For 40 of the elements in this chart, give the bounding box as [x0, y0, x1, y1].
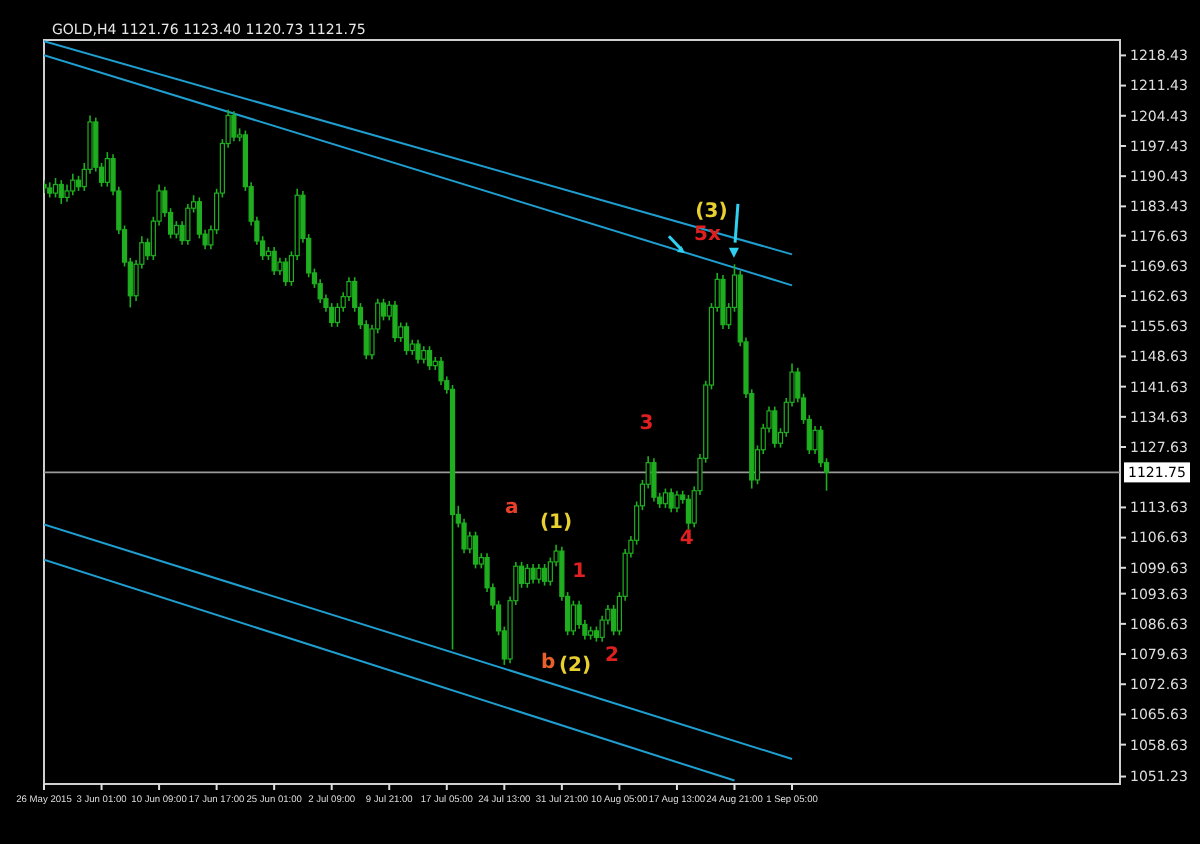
annotation: (2) [558, 655, 592, 677]
annotation: 1 [572, 560, 587, 583]
candlestick [536, 563, 542, 585]
annotation: b [540, 651, 556, 674]
annotation: 3 [639, 412, 654, 435]
candlestick [52, 177, 59, 199]
candlestick [524, 563, 530, 589]
candlestick [185, 203, 191, 246]
annotation: a [505, 496, 519, 519]
candlestick [104, 151, 110, 188]
candlestick [415, 338, 421, 365]
candlestick [231, 110, 237, 143]
annotation: 4 [679, 527, 694, 550]
candlestick [392, 300, 398, 343]
candlestick [70, 172, 76, 197]
candlestick [438, 356, 444, 386]
candlestick [570, 599, 576, 636]
candlestick [403, 321, 410, 356]
candlestick [472, 530, 479, 570]
candlestick [380, 297, 387, 322]
candlestick [329, 302, 335, 328]
annotation: (3) [695, 201, 728, 224]
candlestick [668, 487, 674, 514]
candlestick [271, 246, 277, 276]
candlestick [685, 494, 692, 531]
candlestick [541, 563, 548, 587]
candlestick [58, 179, 64, 205]
candlestick [530, 563, 536, 585]
candlestick [426, 345, 433, 371]
candlestick [283, 257, 289, 287]
candlestick [611, 604, 617, 636]
annotation: 2 [604, 645, 619, 668]
candlestick [772, 405, 778, 449]
candlestick [651, 457, 657, 503]
annotation: (1) [540, 512, 573, 535]
candlestick [662, 487, 669, 509]
candlestick [812, 425, 818, 455]
candlestick [674, 489, 680, 514]
annotation: 5x [694, 224, 722, 247]
candlestick [720, 274, 726, 330]
